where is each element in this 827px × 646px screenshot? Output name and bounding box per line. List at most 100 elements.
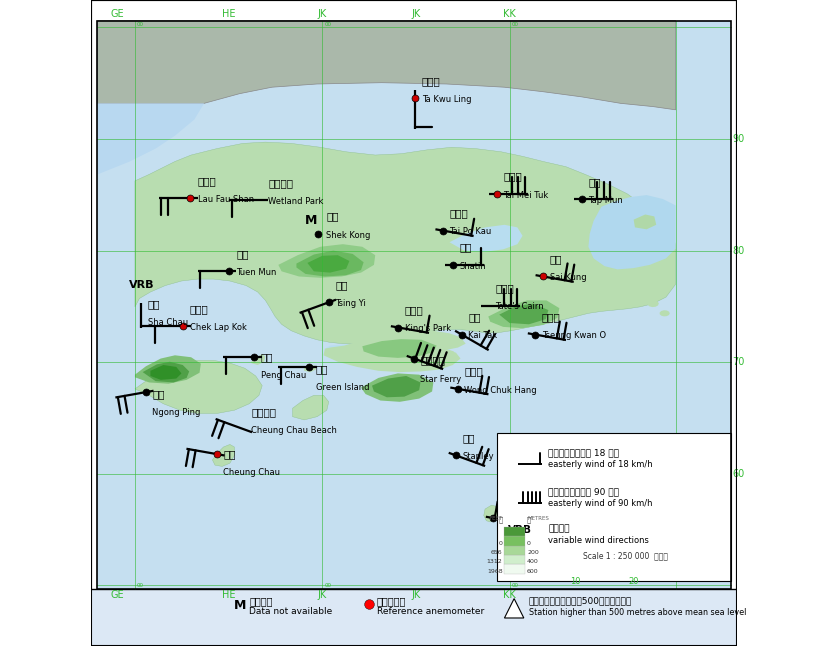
Text: 80: 80 [732,245,743,256]
Text: 屯門: 屯門 [236,249,249,259]
Text: 米: 米 [527,517,531,523]
Polygon shape [296,251,363,276]
Text: HE: HE [222,590,235,600]
Text: 70: 70 [732,357,744,367]
Text: Tap Mun: Tap Mun [588,196,623,205]
Polygon shape [569,290,581,298]
Text: 00: 00 [324,22,331,27]
Text: King's Park: King's Park [404,324,451,333]
Text: Kai Tak: Kai Tak [468,331,497,340]
Polygon shape [98,21,675,110]
Text: Ta Kwu Ling: Ta Kwu Ling [421,95,471,104]
Text: JK: JK [318,590,327,600]
Text: 00: 00 [324,583,331,588]
Text: Stanley: Stanley [462,452,494,461]
Text: Wetland Park: Wetland Park [268,197,323,206]
Bar [504,546,524,555]
Polygon shape [278,244,375,278]
Text: 赤柱: 赤柱 [462,433,475,443]
Text: Scale 1 : 250 000  比例尺: Scale 1 : 250 000 比例尺 [583,551,667,560]
Text: easterly wind of 18 km/h: easterly wind of 18 km/h [547,460,653,469]
Text: 大老山: 大老山 [495,284,514,293]
Text: 該站位於離平均海平面500米以上的地方: 該站位於離平均海平面500米以上的地方 [528,597,632,606]
Text: 將軍漳: 將軍漳 [541,313,560,322]
Text: Tai Mei Tuk: Tai Mei Tuk [503,191,547,200]
Text: 600: 600 [527,568,538,574]
Polygon shape [135,142,675,344]
Polygon shape [499,304,547,324]
Text: VRB: VRB [128,280,154,290]
Text: 參考測風站: 參考測風站 [376,596,405,606]
Polygon shape [135,360,262,413]
Text: Peng Chau: Peng Chau [261,371,306,380]
Text: easterly wind of 90 km/h: easterly wind of 90 km/h [547,499,652,508]
Text: Station higher than 500 metres above mean sea level: Station higher than 500 metres above mea… [528,609,745,618]
Text: Waglan Island: Waglan Island [500,515,558,524]
Text: M: M [304,214,317,227]
Text: 打鼓嶺: 打鼓嶺 [421,76,440,86]
Text: 400: 400 [527,559,538,565]
Text: JK: JK [411,590,420,600]
Text: 東風，風速每小時 18 公里: 東風，風速每小時 18 公里 [547,448,619,457]
Polygon shape [588,195,675,269]
Bar [98,21,729,589]
Polygon shape [371,376,420,397]
Polygon shape [292,395,328,420]
Text: Cheung Chau: Cheung Chau [223,468,280,477]
Text: 00: 00 [511,22,518,27]
Polygon shape [630,290,643,298]
Text: 60: 60 [732,468,743,479]
Text: 大埔滘: 大埔滘 [449,209,468,218]
Text: 1312: 1312 [486,559,502,565]
Polygon shape [488,300,559,328]
Text: M: M [233,599,246,612]
Text: HE: HE [222,9,235,19]
Polygon shape [361,373,433,402]
Polygon shape [135,355,201,384]
Text: 90: 90 [732,134,743,144]
Bar [504,565,524,574]
Text: JK: JK [411,9,420,19]
Polygon shape [251,354,265,365]
Bar [504,527,524,536]
Text: 長洲泳灘: 長洲泳灘 [251,408,276,417]
Text: 濕地公園: 濕地公園 [268,178,293,188]
Text: 石崗: 石崗 [326,212,338,222]
Text: 青洲: 青洲 [315,364,328,374]
Text: 20: 20 [628,577,638,586]
Text: Chek Lap Kok: Chek Lap Kok [189,323,246,332]
Text: Cheung Chau Beach: Cheung Chau Beach [251,426,337,435]
Polygon shape [504,599,523,618]
Text: Tsing Yi: Tsing Yi [335,299,366,308]
Polygon shape [151,365,181,380]
Bar [98,21,729,589]
Text: 00: 00 [136,22,144,27]
Polygon shape [483,505,500,522]
Polygon shape [323,348,460,372]
Text: 沒有資料: 沒有資料 [249,596,272,606]
Polygon shape [307,255,349,273]
Text: 風向不定: 風向不定 [547,525,569,534]
Text: 赤黣角: 赤黣角 [189,304,208,314]
Text: 200: 200 [527,550,538,555]
Polygon shape [98,103,203,174]
Text: Star Ferry: Star Ferry [420,375,461,384]
Text: 昂坪: 昂坪 [152,390,165,399]
Text: 656: 656 [490,550,502,555]
Text: 塔門: 塔門 [588,177,600,187]
Text: Tuen Mun: Tuen Mun [236,268,276,277]
Text: 西貢: 西貢 [549,255,562,264]
Text: Green Island: Green Island [315,383,369,392]
Text: KK: KK [503,9,515,19]
Polygon shape [362,339,436,358]
Bar [91,589,736,646]
Text: 大美督: 大美督 [503,172,521,182]
Text: 10: 10 [570,577,580,586]
Text: 黃竹坥: 黃竹坥 [464,367,483,377]
Text: Wong Chuk Hang: Wong Chuk Hang [464,386,537,395]
Text: 天星碼頭: 天星碼頭 [420,356,445,366]
Text: Data not available: Data not available [249,607,332,616]
Text: FEET: FEET [489,516,502,521]
Text: 啟德: 啟德 [468,313,480,322]
Text: 東風，風速每小時 90 公里: 東風，風速每小時 90 公里 [547,487,619,496]
